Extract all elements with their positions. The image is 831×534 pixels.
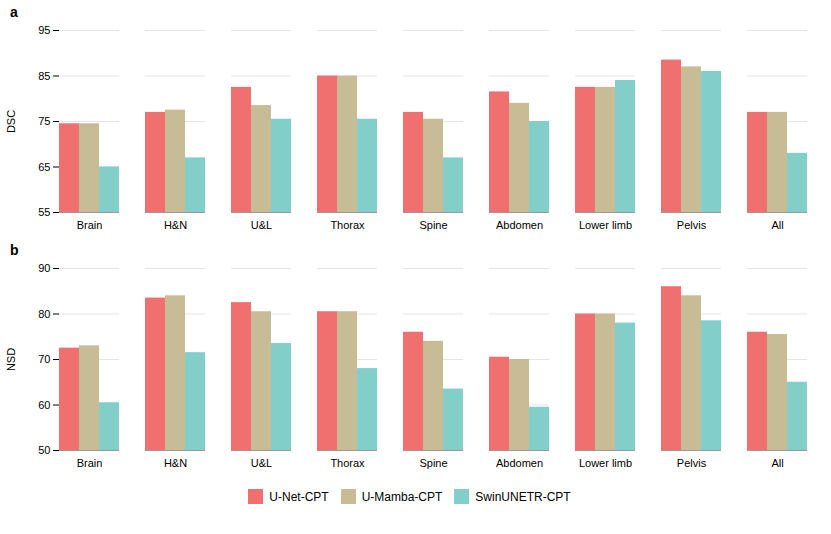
svg-text:Pelvis: Pelvis <box>677 219 707 231</box>
svg-text:Abdomen: Abdomen <box>496 219 543 231</box>
html-text:b: b <box>10 242 19 258</box>
svg-text:U&L: U&L <box>251 219 272 231</box>
svg-text:All: All <box>771 457 783 469</box>
svg-text:Thorax: Thorax <box>330 219 365 231</box>
svg-text:Brain: Brain <box>77 457 103 469</box>
svg-text:Brain: Brain <box>77 219 103 231</box>
svg-text:Lower limb: Lower limb <box>579 457 632 469</box>
svg-text:95: 95 <box>38 24 50 36</box>
svg-text:90: 90 <box>38 262 50 274</box>
svg-text:70: 70 <box>38 353 50 365</box>
svg-text:Spine: Spine <box>419 219 447 231</box>
html-text:U-Mamba-CPT: U-Mamba-CPT <box>361 489 443 504</box>
svg-text:55: 55 <box>38 206 50 218</box>
svg-text:65: 65 <box>38 161 50 173</box>
svg-text:Thorax: Thorax <box>330 457 365 469</box>
svg-text:80: 80 <box>38 308 50 320</box>
svg-text:U&L: U&L <box>251 457 272 469</box>
svg-text:50: 50 <box>38 444 50 456</box>
html-text:U-Net-CPT: U-Net-CPT <box>269 489 329 504</box>
svg-text:85: 85 <box>38 70 50 82</box>
svg-text:75: 75 <box>38 115 50 127</box>
svg-text:H&N: H&N <box>164 219 187 231</box>
svg-text:NSD: NSD <box>5 348 17 371</box>
svg-text:Spine: Spine <box>419 457 447 469</box>
svg-text:Lower limb: Lower limb <box>579 219 632 231</box>
svg-text:H&N: H&N <box>164 457 187 469</box>
svg-text:60: 60 <box>38 399 50 411</box>
svg-text:Abdomen: Abdomen <box>496 457 543 469</box>
svg-text:All: All <box>771 219 783 231</box>
html-text:a: a <box>10 4 18 20</box>
svg-text:Pelvis: Pelvis <box>677 457 707 469</box>
html-text:SwinUNETR-CPT: SwinUNETR-CPT <box>475 489 571 504</box>
svg-text:DSC: DSC <box>5 110 17 133</box>
